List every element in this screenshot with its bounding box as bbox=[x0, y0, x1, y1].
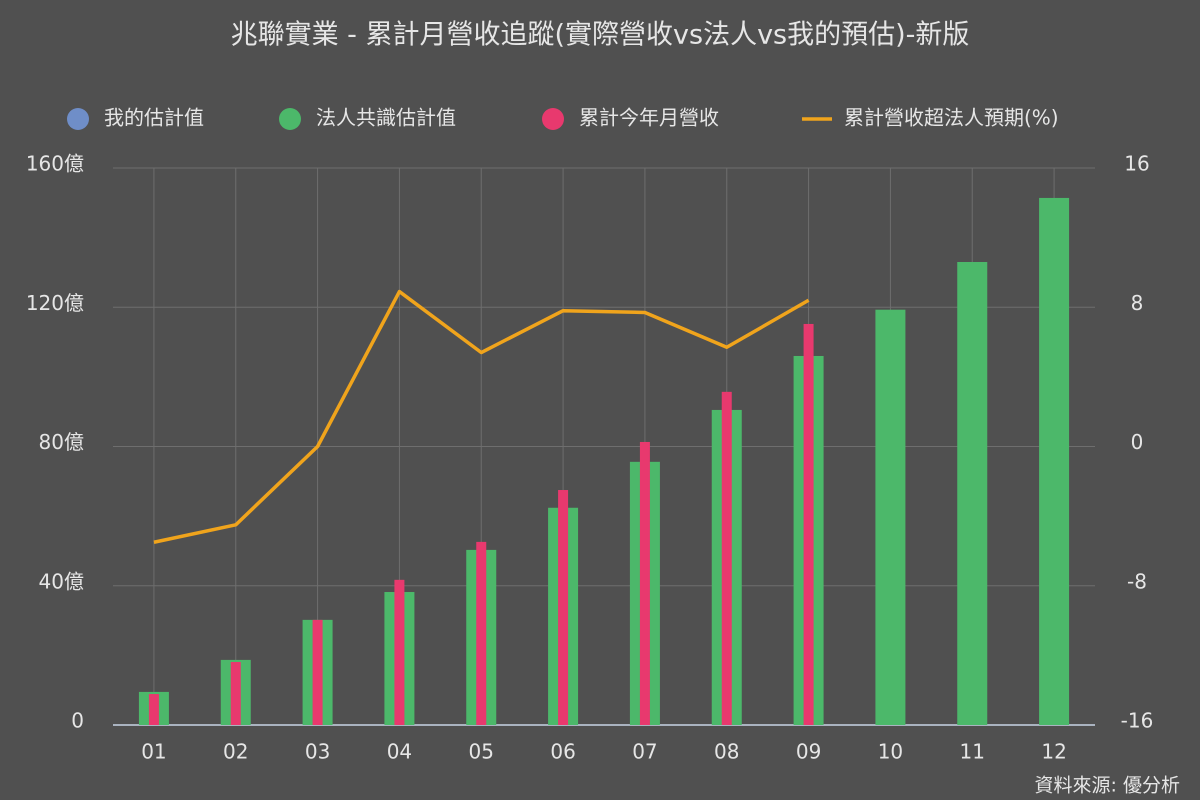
legend-label: 累計今年月營收 bbox=[579, 106, 719, 130]
y-tick-label: 160億 bbox=[26, 152, 84, 176]
y2-tick-label: 0 bbox=[1131, 430, 1144, 454]
bar bbox=[230, 661, 241, 725]
x-tick-label: 12 bbox=[1041, 740, 1066, 764]
x-tick-label: 10 bbox=[878, 740, 903, 764]
bar bbox=[721, 391, 732, 725]
y-tick-label: 40億 bbox=[39, 569, 84, 593]
x-tick-label: 06 bbox=[550, 740, 575, 764]
bar bbox=[803, 323, 814, 725]
bar bbox=[312, 619, 323, 725]
legend-label: 我的估計值 bbox=[104, 106, 204, 130]
chart-title: 兆聯實業 - 累計月營收追蹤(實際營收vs法人vs我的預估)-新版 bbox=[231, 20, 970, 51]
y-tick-label: 80億 bbox=[39, 430, 84, 454]
legend-marker bbox=[67, 108, 89, 130]
x-tick-label: 02 bbox=[223, 740, 248, 764]
y-tick-label: 120億 bbox=[26, 291, 84, 315]
y-tick-label: 0 bbox=[71, 709, 84, 733]
y2-tick-label: -8 bbox=[1127, 569, 1147, 593]
bar bbox=[394, 579, 405, 725]
x-tick-label: 04 bbox=[387, 740, 412, 764]
legend-label: 累計營收超法人預期(%) bbox=[844, 106, 1059, 130]
bar bbox=[875, 309, 906, 725]
x-tick-label: 07 bbox=[632, 740, 657, 764]
bar bbox=[1039, 197, 1070, 726]
x-tick-label: 01 bbox=[141, 740, 166, 764]
x-tick-label: 11 bbox=[960, 740, 985, 764]
x-tick-label: 09 bbox=[796, 740, 821, 764]
bar bbox=[148, 694, 159, 725]
bar bbox=[476, 541, 487, 725]
line bbox=[153, 289, 810, 544]
legend-marker bbox=[279, 108, 301, 130]
x-tick-label: 08 bbox=[714, 740, 739, 764]
x-tick-label: 05 bbox=[469, 740, 494, 764]
y2-tick-label: 8 bbox=[1131, 291, 1144, 315]
y2-tick-label: 16 bbox=[1124, 152, 1149, 176]
x-tick-label: 03 bbox=[305, 740, 330, 764]
bar bbox=[639, 441, 650, 725]
legend-label: 法人共識估計值 bbox=[316, 106, 456, 130]
y2-tick-label: -16 bbox=[1121, 709, 1154, 733]
legend-marker bbox=[542, 108, 564, 130]
source-note: 資料來源: 優分析 bbox=[1035, 775, 1180, 797]
bar bbox=[957, 261, 988, 725]
bar bbox=[558, 490, 569, 725]
